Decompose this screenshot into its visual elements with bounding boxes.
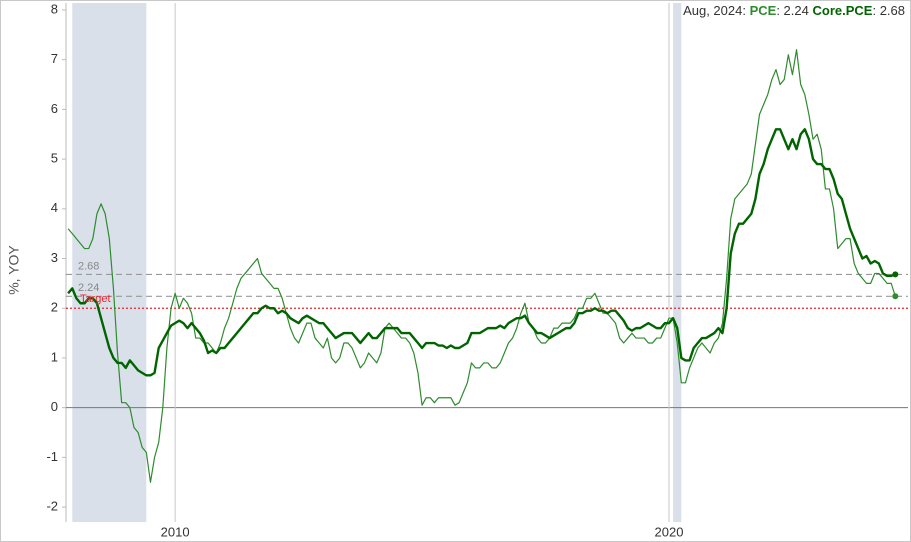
x-tick-label: 2010 (161, 524, 190, 539)
annotation-value: 2.68 (880, 3, 905, 18)
last-value-label: 2.68 (78, 260, 99, 272)
annotation: Aug, 2024: PCE: 2.24 Core.PCE: 2.68 (683, 3, 905, 18)
annotation-sep: : (742, 3, 749, 18)
recession-band (72, 3, 147, 522)
annotation-sep: : (776, 3, 783, 18)
annotation-series-name: Core.PCE (812, 3, 872, 18)
y-tick-label: 2 (51, 300, 58, 315)
y-tick-label: 5 (51, 151, 58, 166)
y-tick-label: 6 (51, 101, 58, 116)
y-tick-label: -2 (46, 499, 58, 514)
annotation-series-name: PCE (750, 3, 777, 18)
x-tick-label: 2020 (655, 524, 684, 539)
reference-label: Target (80, 293, 111, 305)
last-value-label: 2.24 (78, 282, 99, 294)
y-tick-label: 4 (51, 200, 58, 215)
y-tick-label: 0 (51, 399, 58, 414)
y-tick-label: 1 (51, 349, 58, 364)
annotation-value: 2.24 (784, 3, 809, 18)
annotation-sep: : (872, 3, 879, 18)
recession-band (673, 3, 682, 522)
y-tick-label: 7 (51, 51, 58, 66)
y-tick-label: -1 (46, 449, 58, 464)
end-point (892, 293, 899, 300)
end-point (892, 271, 899, 278)
series-line (67, 128, 896, 377)
annotation-date: Aug, 2024 (683, 3, 742, 18)
y-tick-label: 8 (51, 1, 58, 16)
y-tick-label: 3 (51, 250, 58, 265)
y-axis-label: %, YOY (6, 245, 22, 295)
